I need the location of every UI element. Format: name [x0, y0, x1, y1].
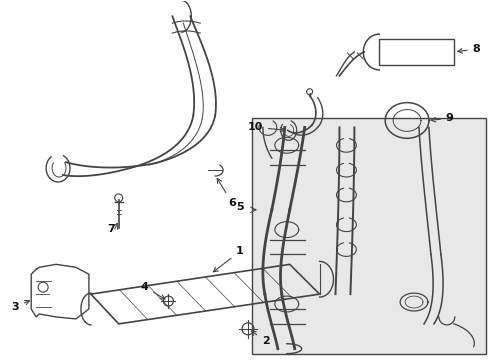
Text: 10: 10: [247, 122, 285, 132]
Text: 4: 4: [141, 282, 165, 299]
Text: 1: 1: [213, 247, 244, 272]
Bar: [379, 39, 454, 65]
Text: 5: 5: [236, 202, 244, 212]
Text: 3: 3: [11, 301, 29, 312]
Text: 7: 7: [107, 224, 115, 234]
Bar: [252, 118, 486, 354]
Text: 6: 6: [217, 179, 236, 208]
Text: 2: 2: [251, 331, 270, 346]
Text: 9: 9: [431, 113, 454, 123]
Text: 8: 8: [458, 44, 481, 54]
